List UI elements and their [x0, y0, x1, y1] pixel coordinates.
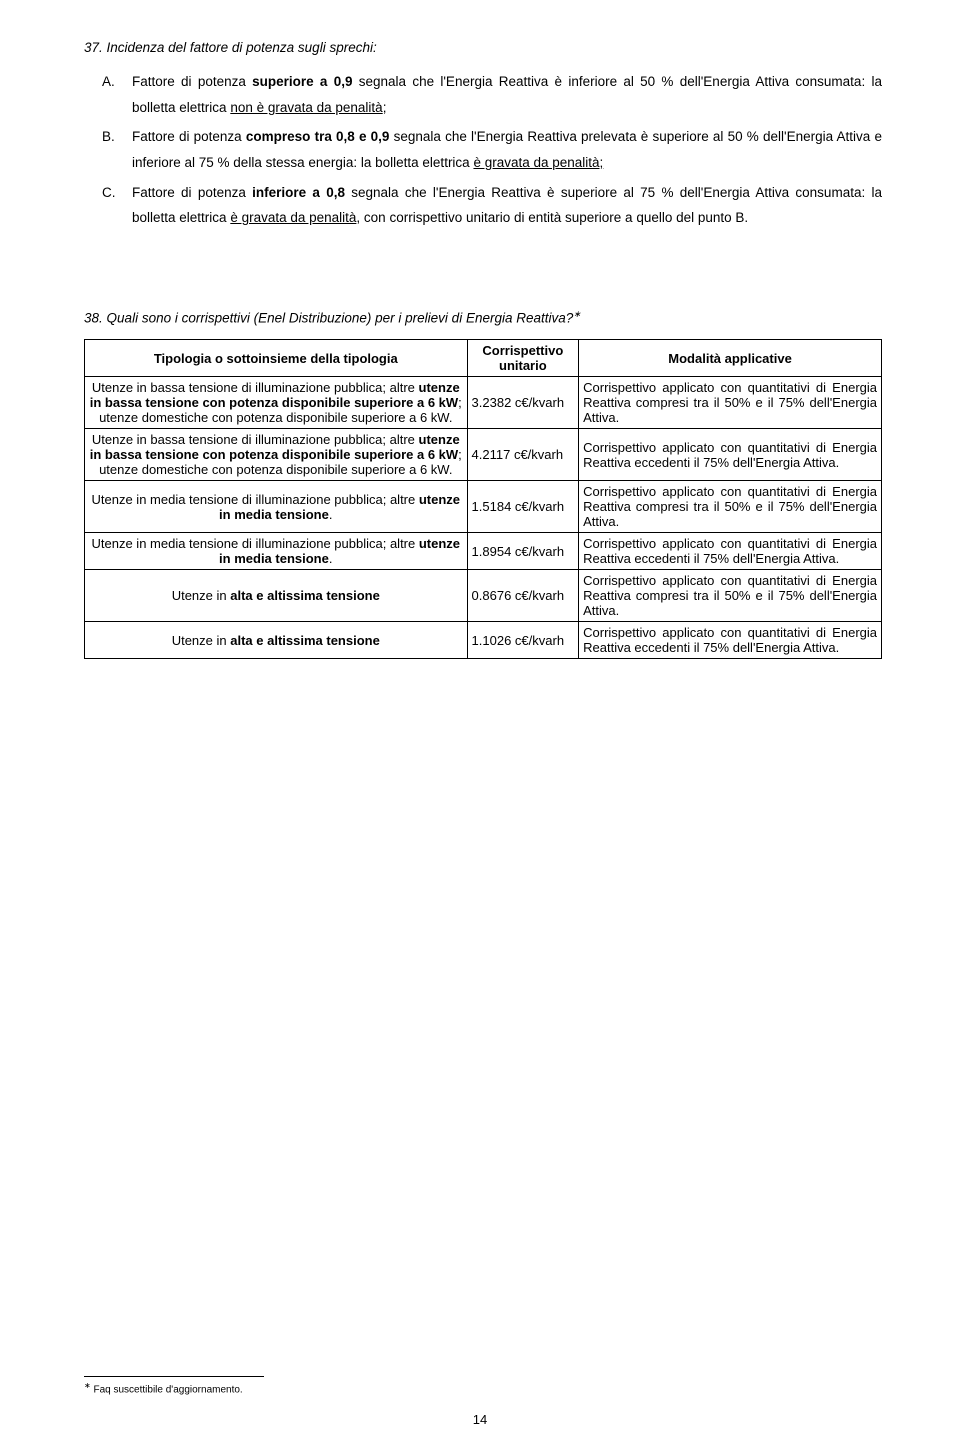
footnote-rule	[84, 1376, 264, 1377]
table-row: Utenze in bassa tensione di illuminazion…	[85, 429, 882, 481]
footnote-text: Faq suscettibile d'aggiornamento.	[91, 1384, 243, 1395]
cell-modalita: Corrispettivo applicato con quantitativi…	[579, 570, 882, 622]
footnote-marker: ∗	[84, 1381, 91, 1390]
list-marker: C.	[84, 180, 132, 231]
cell-modalita: Corrispettivo applicato con quantitativi…	[579, 533, 882, 570]
cell-corrispettivo: 0.8676 c€/kvarh	[467, 570, 579, 622]
q37-text: Incidenza del fattore di potenza sugli s…	[107, 40, 377, 55]
cell-modalita: Corrispettivo applicato con quantitativi…	[579, 622, 882, 659]
cell-modalita: Corrispettivo applicato con quantitativi…	[579, 481, 882, 533]
cell-tipologia: Utenze in media tensione di illuminazion…	[85, 481, 468, 533]
cell-tipologia: Utenze in bassa tensione di illuminazion…	[85, 429, 468, 481]
cell-tipologia: Utenze in alta e altissima tensione	[85, 622, 468, 659]
cell-corrispettivo: 1.5184 c€/kvarh	[467, 481, 579, 533]
question-38-heading: 38. Quali sono i corrispettivi (Enel Dis…	[84, 309, 882, 326]
list-item: B. Fattore di potenza compreso tra 0,8 e…	[84, 124, 882, 175]
q38-text: Quali sono i corrispettivi (Enel Distrib…	[107, 310, 574, 325]
list-item: A. Fattore di potenza superiore a 0,9 se…	[84, 69, 882, 120]
cell-tipologia: Utenze in media tensione di illuminazion…	[85, 533, 468, 570]
table-row: Utenze in media tensione di illuminazion…	[85, 533, 882, 570]
list-text: Fattore di potenza superiore a 0,9 segna…	[132, 69, 882, 120]
list-text: Fattore di potenza compreso tra 0,8 e 0,…	[132, 124, 882, 175]
corrispettivi-table: Tipologia o sottoinsieme della tipologia…	[84, 339, 882, 659]
col-modalita: Modalità applicative	[579, 340, 882, 377]
cell-corrispettivo: 1.1026 c€/kvarh	[467, 622, 579, 659]
cell-modalita: Corrispettivo applicato con quantitativi…	[579, 377, 882, 429]
col-corrispettivo: Corrispettivo unitario	[467, 340, 579, 377]
footnote: ∗ Faq suscettibile d'aggiornamento.	[84, 1381, 243, 1395]
cell-modalita: Corrispettivo applicato con quantitativi…	[579, 429, 882, 481]
col-tipologia: Tipologia o sottoinsieme della tipologia	[85, 340, 468, 377]
table-row: Utenze in alta e altissima tensione 1.10…	[85, 622, 882, 659]
corrispettivi-table-wrap: Tipologia o sottoinsieme della tipologia…	[84, 339, 882, 659]
page-number: 14	[0, 1412, 960, 1427]
q38-num: 38.	[84, 310, 103, 325]
q37-num: 37.	[84, 40, 103, 55]
list-marker: B.	[84, 124, 132, 175]
cell-tipologia: Utenze in alta e altissima tensione	[85, 570, 468, 622]
q37-list: A. Fattore di potenza superiore a 0,9 se…	[84, 69, 882, 231]
list-item: C. Fattore di potenza inferiore a 0,8 se…	[84, 180, 882, 231]
asterisk-ref: ∗	[573, 309, 581, 319]
list-marker: A.	[84, 69, 132, 120]
list-text: Fattore di potenza inferiore a 0,8 segna…	[132, 180, 882, 231]
cell-corrispettivo: 1.8954 c€/kvarh	[467, 533, 579, 570]
cell-corrispettivo: 3.2382 c€/kvarh	[467, 377, 579, 429]
table-row: Utenze in bassa tensione di illuminazion…	[85, 377, 882, 429]
table-header-row: Tipologia o sottoinsieme della tipologia…	[85, 340, 882, 377]
table-row: Utenze in alta e altissima tensione 0.86…	[85, 570, 882, 622]
table-row: Utenze in media tensione di illuminazion…	[85, 481, 882, 533]
cell-corrispettivo: 4.2117 c€/kvarh	[467, 429, 579, 481]
question-37-heading: 37. Incidenza del fattore di potenza sug…	[84, 40, 882, 55]
cell-tipologia: Utenze in bassa tensione di illuminazion…	[85, 377, 468, 429]
